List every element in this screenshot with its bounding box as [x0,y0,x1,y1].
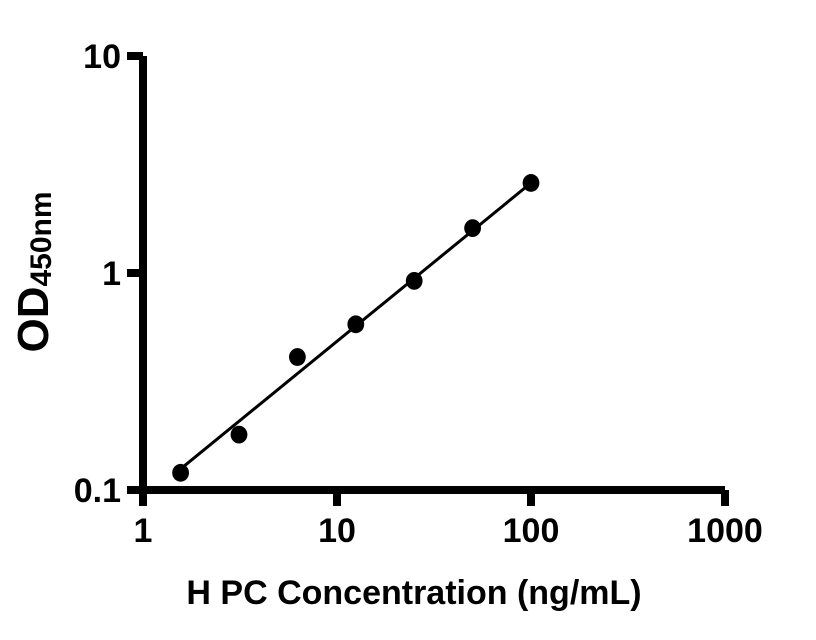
data-point [405,271,423,290]
data-point [230,425,248,444]
x-tick-label: 100 [503,512,560,550]
data-point [522,174,540,192]
y-tick-label: 10 [83,38,121,76]
y-tick-label: 0.1 [74,472,121,510]
y-axis-title: OD450nm [9,191,58,352]
data-point [172,463,190,482]
x-tick-label: 1000 [687,512,763,550]
y-axis-title-subscript: 450nm [25,191,58,286]
x-axis-title: H PC Concentration (ng/mL) [186,574,641,612]
data-point [464,219,482,238]
y-axis-title-main: OD [9,287,58,353]
axes-layer [127,52,729,506]
data-point [289,348,306,366]
x-tick-label: 1 [134,512,153,550]
data-point [347,315,365,334]
y-tick-label: 1 [102,255,121,293]
series-layer [172,174,540,482]
tick-label-layer: 1 10 100 1000 0.1 1 10 [74,38,763,550]
x-tick-label: 10 [318,512,356,550]
